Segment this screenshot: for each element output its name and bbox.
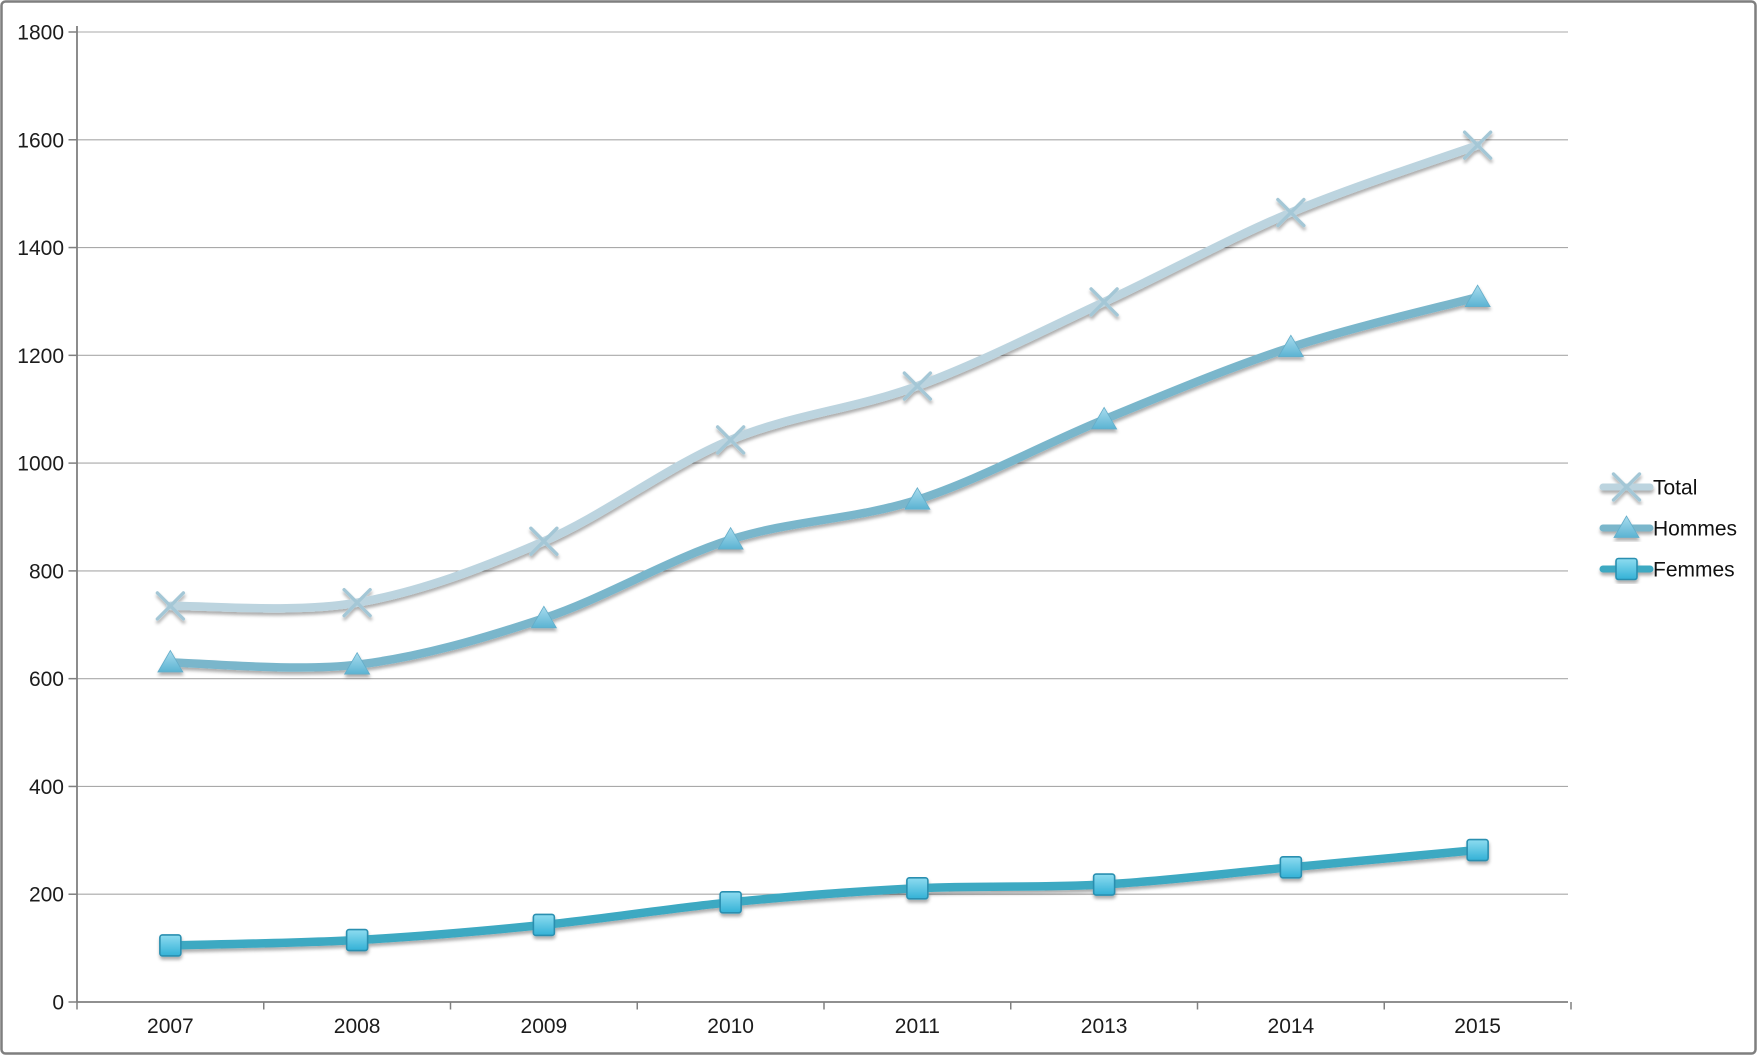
x-axis-label-2007: 2007 <box>147 1015 194 1038</box>
hommes-marker-2010[interactable] <box>717 526 744 550</box>
femmes-marker-2008[interactable] <box>345 928 369 952</box>
legend-item-total[interactable]: Total <box>1599 472 1697 502</box>
legend-marker-hommes[interactable] <box>1613 515 1640 538</box>
total-marker-2015[interactable] <box>1462 130 1493 160</box>
femmes-marker-2009[interactable] <box>532 913 556 937</box>
legend: Total Hommes Femmes <box>1599 472 1737 582</box>
x-axis-label-2011: 2011 <box>895 1015 940 1038</box>
total-marker-2007[interactable] <box>155 591 186 621</box>
hommes-marker-2013[interactable] <box>1090 406 1118 430</box>
total-marker-2008[interactable] <box>342 587 372 618</box>
series-line-hommes[interactable] <box>166 292 1482 672</box>
total-marker-2011[interactable] <box>902 371 933 401</box>
legend-item-hommes[interactable]: Hommes <box>1599 515 1737 541</box>
y-axis-label-200: 200 <box>29 884 64 907</box>
series-hommes[interactable] <box>157 284 1491 675</box>
legend-item-femmes[interactable]: Femmes <box>1599 557 1735 582</box>
y-axis-label-1800: 1800 <box>17 22 64 45</box>
femmes-marker-2014[interactable] <box>1279 855 1303 879</box>
x-axis-label-2013: 2013 <box>1081 1015 1128 1038</box>
legend-label-hommes: Hommes <box>1653 518 1737 541</box>
x-axis-label-2008: 2008 <box>334 1015 381 1038</box>
hommes-marker-2011[interactable] <box>904 486 931 510</box>
x-axis-label-2009: 2009 <box>521 1015 568 1038</box>
femmes-marker-2011[interactable] <box>906 876 929 900</box>
y-axis-label-1600: 1600 <box>17 129 64 152</box>
y-axis-label-0: 0 <box>52 992 64 1015</box>
femmes-marker-2015[interactable] <box>1466 838 1489 862</box>
legend-label-femmes: Femmes <box>1653 559 1735 582</box>
legend-marker-femmes[interactable] <box>1615 557 1638 581</box>
series-femmes[interactable] <box>159 838 1489 957</box>
femmes-marker-2007[interactable] <box>159 934 182 957</box>
y-axis-label-600: 600 <box>29 668 64 691</box>
total-marker-2013[interactable] <box>1089 287 1119 317</box>
legend-marker-total[interactable] <box>1611 472 1642 502</box>
hommes-marker-2014[interactable] <box>1277 334 1305 358</box>
femmes-marker-2010[interactable] <box>719 891 742 914</box>
hommes-marker-2009[interactable] <box>530 605 558 629</box>
series-total[interactable] <box>155 130 1493 621</box>
hommes-marker-2015[interactable] <box>1464 284 1491 308</box>
y-axis-label-1200: 1200 <box>17 345 64 368</box>
hommes-marker-2008[interactable] <box>343 651 371 675</box>
series-line-total[interactable] <box>166 140 1482 613</box>
femmes-marker-2013[interactable] <box>1092 873 1116 896</box>
total-marker-2010[interactable] <box>715 425 746 455</box>
series-line-femmes[interactable] <box>166 845 1482 950</box>
x-axis-label-2015: 2015 <box>1454 1015 1501 1038</box>
total-marker-2014[interactable] <box>1276 197 1306 228</box>
hommes-marker-2007[interactable] <box>157 649 184 673</box>
total-marker-2009[interactable] <box>529 526 559 556</box>
y-axis-label-1400: 1400 <box>17 237 64 260</box>
x-axis-label-2014: 2014 <box>1268 1015 1315 1038</box>
y-axis-label-1000: 1000 <box>17 453 64 476</box>
legend-label-total: Total <box>1653 477 1697 500</box>
y-axis-label-400: 400 <box>29 776 64 799</box>
x-axis-label-2010: 2010 <box>707 1015 754 1038</box>
y-axis-label-800: 800 <box>29 560 64 583</box>
